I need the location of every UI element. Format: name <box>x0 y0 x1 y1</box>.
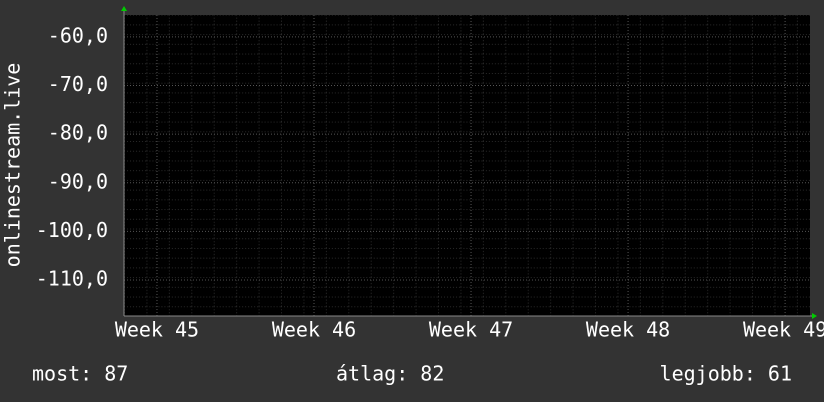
x-tick-label: Week 48 <box>586 318 670 342</box>
axis-arrow <box>121 6 127 11</box>
y-axis-title: onlinestream.live <box>1 63 25 268</box>
y-tick-label: -80,0 <box>48 121 108 145</box>
axis-arrow <box>812 313 817 319</box>
footer-average: átlag: 82 <box>336 362 444 386</box>
y-tick-label: -70,0 <box>48 72 108 96</box>
minor-grid <box>124 15 810 316</box>
y-tick-label: -60,0 <box>48 23 108 47</box>
footer-current: most: 87 <box>32 362 128 386</box>
y-tick-label: -110,0 <box>36 267 108 291</box>
x-tick-label: Week 47 <box>429 318 513 342</box>
y-tick-label: -90,0 <box>48 169 108 193</box>
y-tick-label: -100,0 <box>36 218 108 242</box>
x-tick-label: Week 45 <box>115 318 199 342</box>
x-tick-label: Week 46 <box>272 318 356 342</box>
footer-best: legjobb: 61 <box>660 362 792 386</box>
x-tick-label: Week 49 <box>743 318 824 342</box>
